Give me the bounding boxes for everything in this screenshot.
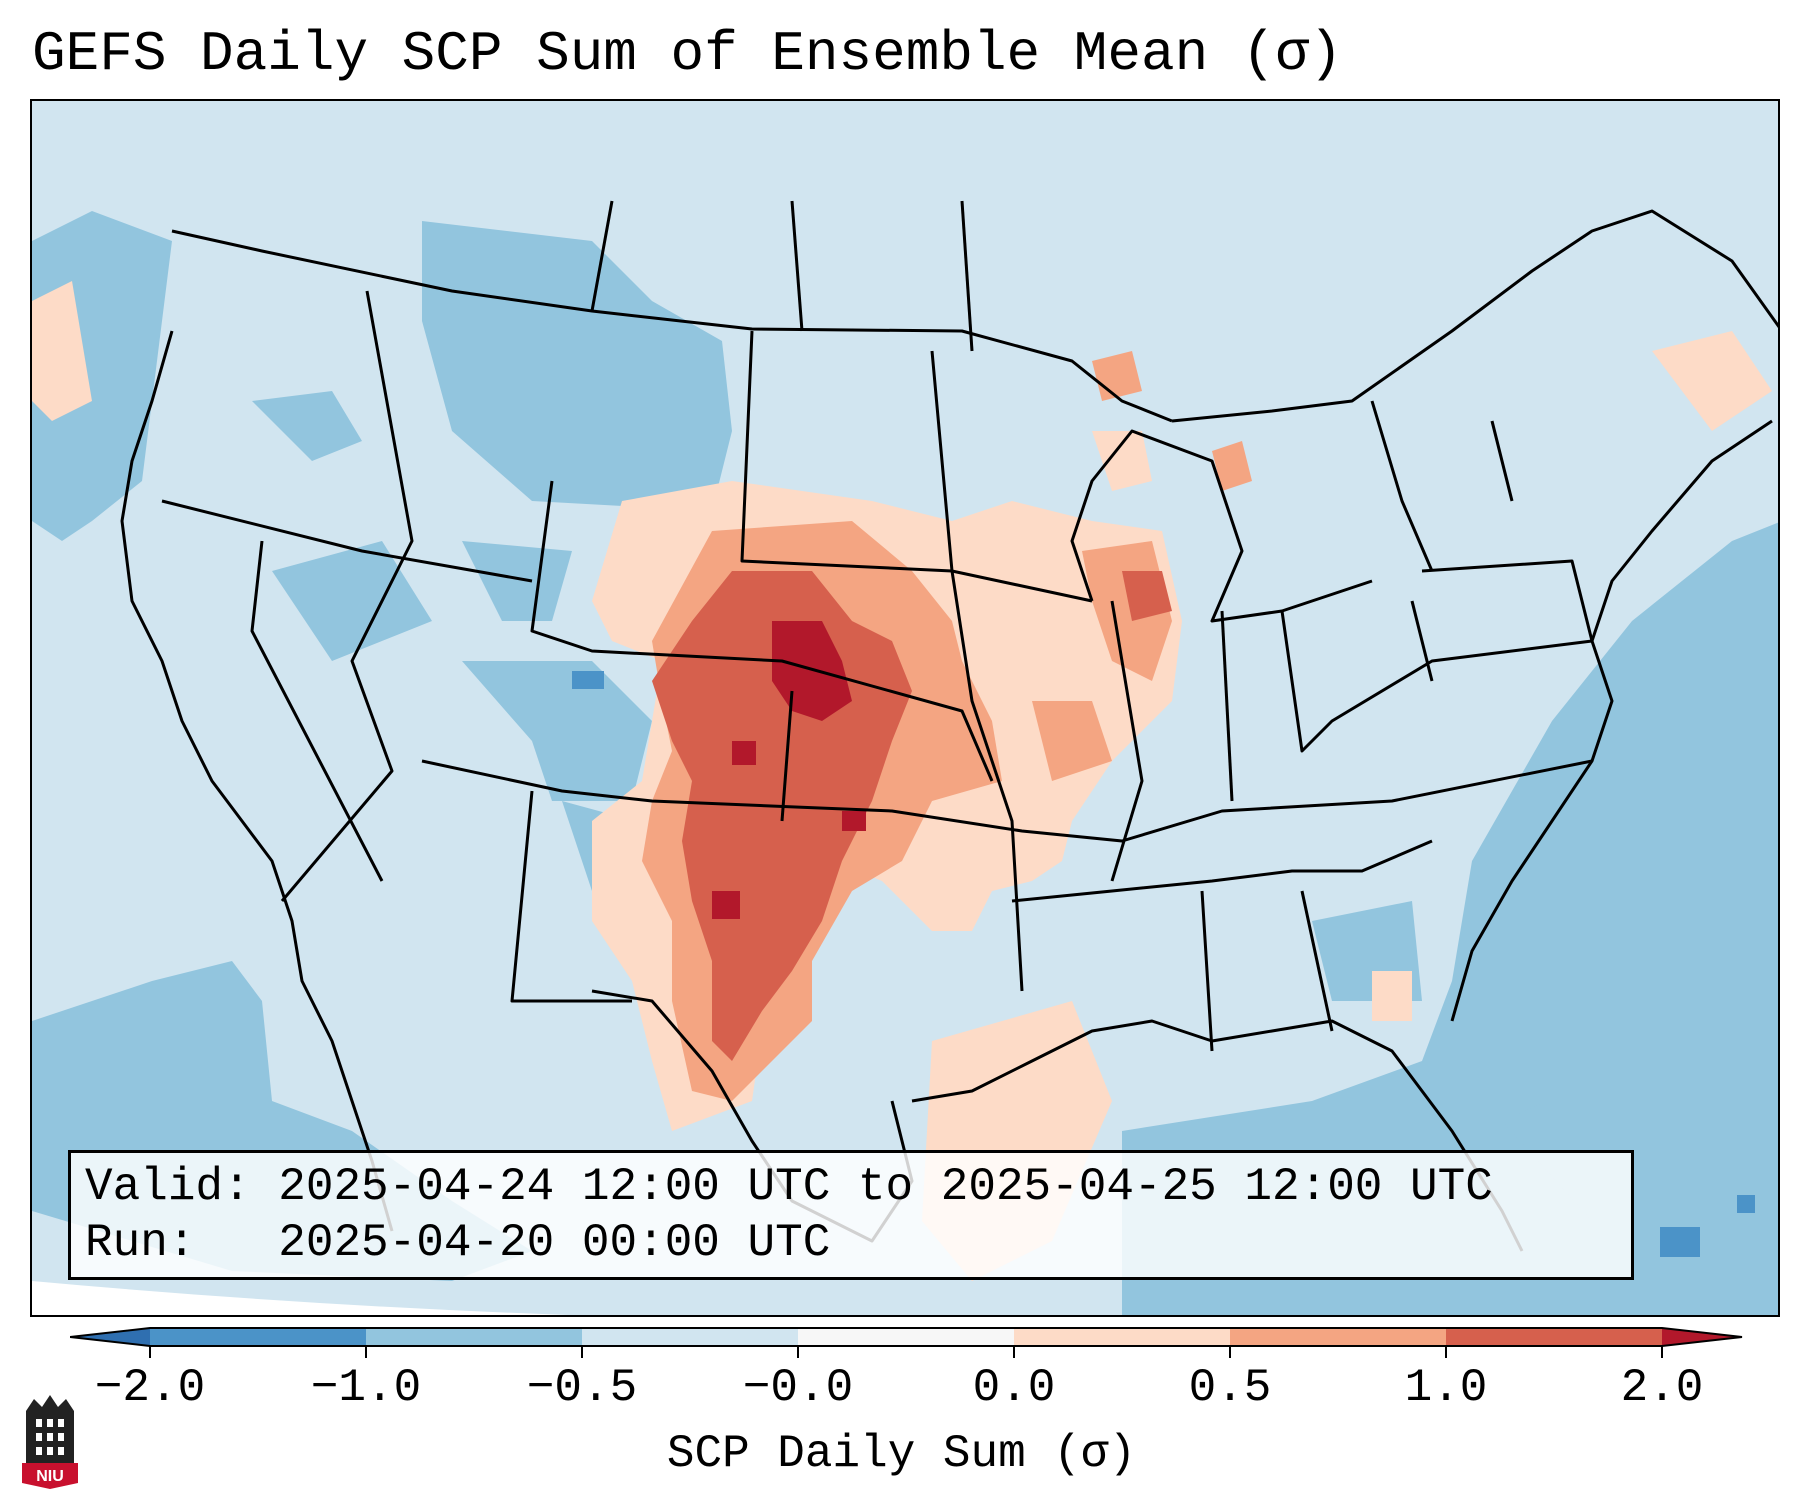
map-panel: [30, 99, 1780, 1317]
colorbar: [70, 1327, 1743, 1358]
colorbar-tick-label: 0.5: [1188, 1362, 1272, 1414]
colorbar-bin: [582, 1328, 798, 1346]
state-borders: [120, 200, 1778, 1252]
niu-logo-icon: NIU: [22, 1395, 78, 1489]
map-canvas: [32, 101, 1778, 1315]
colorbar-bin: [798, 1328, 1014, 1346]
chart-title: GEFS Daily SCP Sum of Ensemble Mean (σ): [32, 22, 1343, 86]
colorbar-bin: [1446, 1328, 1662, 1346]
anomaly-neg-strong: [572, 671, 1755, 1257]
colorbar-tick-label: −0.5: [526, 1362, 638, 1414]
colorbar-tick-label: −1.0: [310, 1362, 422, 1414]
colorbar-label: SCP Daily Sum (σ): [666, 1428, 1137, 1480]
colorbar-tick-label: −0.0: [742, 1362, 854, 1414]
run-time-text: Run: 2025-04-20 00:00 UTC: [85, 1217, 831, 1269]
colorbar-bin: [1230, 1328, 1446, 1346]
valid-run-info-box: Valid: 2025-04-24 12:00 UTC to 2025-04-2…: [68, 1150, 1634, 1280]
colorbar-tick-label: 0.0: [972, 1362, 1056, 1414]
colorbar-tick-label: 1.0: [1404, 1362, 1488, 1414]
colorbar-extend-low: [70, 1328, 150, 1346]
colorbar-bin: [1014, 1328, 1230, 1346]
valid-time-text: Valid: 2025-04-24 12:00 UTC to 2025-04-2…: [85, 1161, 1493, 1213]
colorbar-extend-high: [1662, 1328, 1742, 1346]
logo-text: NIU: [36, 1468, 64, 1485]
colorbar-tick-label: −2.0: [94, 1362, 206, 1414]
colorbar-tick-label: 2.0: [1620, 1362, 1704, 1414]
colorbar-bin: [150, 1328, 366, 1346]
colorbar-bin: [366, 1328, 582, 1346]
